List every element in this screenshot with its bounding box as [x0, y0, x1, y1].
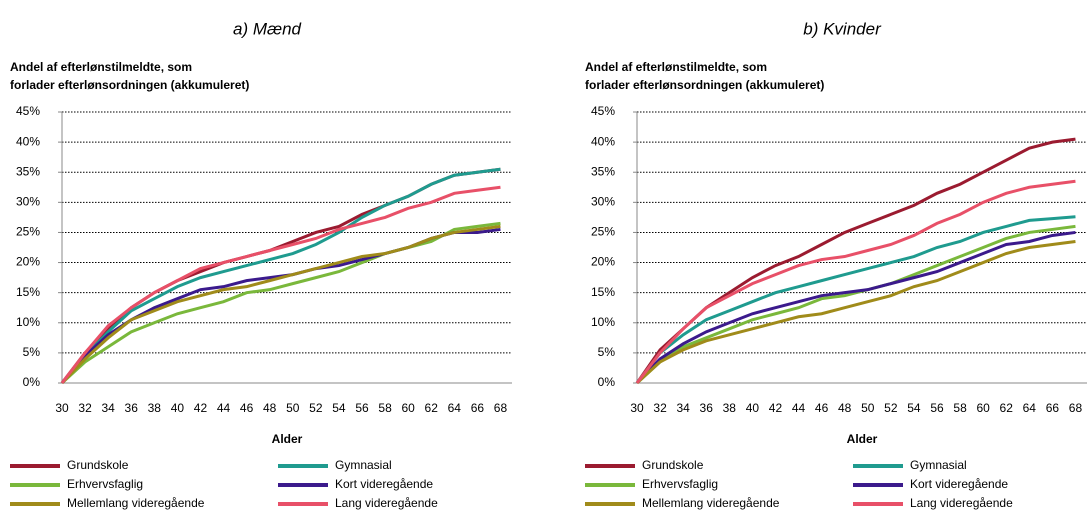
x-tick-label: 30	[55, 401, 69, 415]
x-tick-label: 46	[240, 401, 254, 415]
legend-label: Gymnasial	[910, 458, 967, 472]
series-line	[635, 230, 1076, 385]
y-tick-label: 45%	[591, 104, 615, 118]
y-tick-label: 5%	[23, 345, 41, 359]
y-tick-label: 15%	[591, 285, 615, 299]
y-axis-label: forlader efterlønsordningen (akkumuleret…	[10, 78, 249, 92]
x-tick-label: 48	[263, 401, 277, 415]
legend-label: Erhvervsfaglig	[642, 477, 718, 491]
x-tick-label: 66	[471, 401, 485, 415]
x-tick-label: 36	[125, 401, 139, 415]
y-tick-label: 30%	[16, 195, 40, 209]
x-tick-label: 60	[976, 401, 990, 415]
legend-label: Grundskole	[67, 458, 129, 472]
chart-title: a) Mænd	[233, 19, 302, 38]
y-tick-label: 5%	[598, 345, 616, 359]
y-tick-label: 20%	[591, 255, 615, 269]
x-tick-label: 64	[448, 401, 462, 415]
y-tick-label: 0%	[598, 375, 616, 389]
series-line	[60, 167, 501, 384]
series-line	[60, 227, 501, 384]
x-tick-label: 46	[815, 401, 829, 415]
y-tick-label: 45%	[16, 104, 40, 118]
legend-label: Lang videregående	[335, 496, 438, 510]
legend-label: Erhvervsfaglig	[67, 477, 143, 491]
x-tick-label: 48	[838, 401, 852, 415]
x-tick-label: 30	[630, 401, 644, 415]
chart-title: b) Kvinder	[803, 19, 882, 38]
x-tick-label: 68	[1069, 401, 1083, 415]
legend-label: Mellemlang videregående	[642, 496, 780, 510]
y-tick-label: 35%	[16, 164, 40, 178]
x-tick-label: 32	[653, 401, 667, 415]
legend-label: Kort videregående	[910, 477, 1008, 491]
series-line	[635, 179, 1076, 384]
x-axis-label: Alder	[847, 432, 878, 446]
x-tick-label: 40	[746, 401, 760, 415]
x-tick-label: 44	[217, 401, 231, 415]
x-tick-label: 36	[700, 401, 714, 415]
x-tick-label: 38	[148, 401, 162, 415]
y-tick-label: 30%	[591, 195, 615, 209]
x-tick-label: 56	[355, 401, 369, 415]
x-tick-label: 50	[286, 401, 300, 415]
y-tick-label: 0%	[23, 375, 41, 389]
legend-label: Kort videregående	[335, 477, 433, 491]
x-tick-label: 62	[425, 401, 439, 415]
x-tick-label: 62	[1000, 401, 1014, 415]
x-tick-label: 42	[194, 401, 208, 415]
x-tick-label: 60	[401, 401, 415, 415]
y-tick-label: 20%	[16, 255, 40, 269]
x-tick-label: 42	[769, 401, 783, 415]
y-tick-label: 25%	[591, 225, 615, 239]
x-tick-label: 32	[78, 401, 92, 415]
y-axis-label: forlader efterlønsordningen (akkumuleret…	[585, 78, 824, 92]
x-tick-label: 66	[1046, 401, 1060, 415]
y-tick-label: 35%	[591, 164, 615, 178]
y-tick-label: 10%	[16, 315, 40, 329]
legend-label: Mellemlang videregående	[67, 496, 205, 510]
x-axis-label: Alder	[272, 432, 303, 446]
x-tick-label: 50	[861, 401, 875, 415]
x-tick-label: 54	[332, 401, 346, 415]
x-tick-label: 58	[953, 401, 967, 415]
series-line	[635, 137, 1076, 384]
legend-label: Gymnasial	[335, 458, 392, 472]
legend-label: Lang videregående	[910, 496, 1013, 510]
x-tick-label: 44	[792, 401, 806, 415]
y-tick-label: 15%	[16, 285, 40, 299]
x-tick-label: 56	[930, 401, 944, 415]
x-tick-label: 34	[101, 401, 115, 415]
legend-label: Grundskole	[642, 458, 704, 472]
y-tick-label: 10%	[591, 315, 615, 329]
x-tick-label: 68	[494, 401, 508, 415]
x-tick-label: 40	[171, 401, 185, 415]
x-tick-label: 38	[723, 401, 737, 415]
y-tick-label: 40%	[591, 134, 615, 148]
x-tick-label: 52	[309, 401, 323, 415]
series-line	[60, 185, 501, 384]
x-tick-label: 58	[378, 401, 392, 415]
x-tick-label: 34	[676, 401, 690, 415]
y-axis-label: Andel af efterlønstilmeldte, som	[10, 60, 192, 74]
x-tick-label: 54	[907, 401, 921, 415]
y-tick-label: 40%	[16, 134, 40, 148]
series-line	[635, 215, 1076, 384]
series-line	[60, 221, 501, 385]
series-line	[635, 239, 1076, 385]
y-axis-label: Andel af efterlønstilmeldte, som	[585, 60, 767, 74]
y-tick-label: 25%	[16, 225, 40, 239]
x-tick-label: 64	[1023, 401, 1037, 415]
series-line	[60, 224, 501, 385]
x-tick-label: 52	[884, 401, 898, 415]
